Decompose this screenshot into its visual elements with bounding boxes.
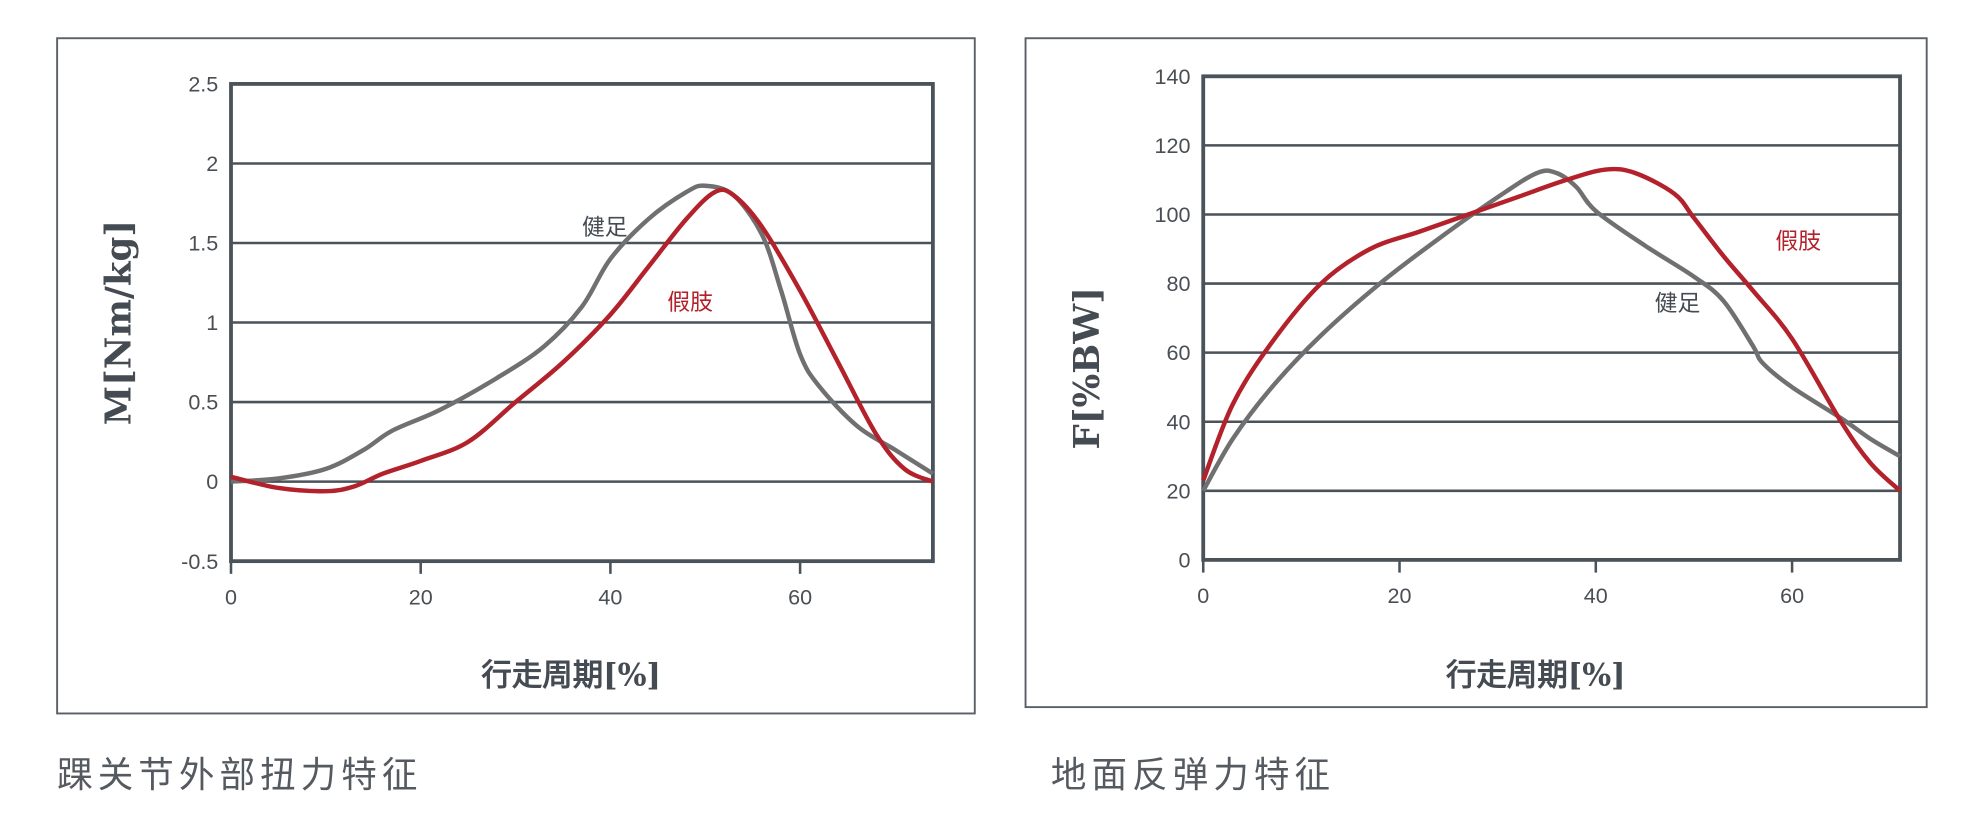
x-tick-label: 60 <box>1780 583 1804 608</box>
x-axis-title: 行走周期[%] <box>1445 658 1626 694</box>
y-tick-label: 140 <box>1155 64 1191 89</box>
plot-area <box>1201 74 1902 562</box>
series-label: 健足 <box>582 215 628 241</box>
y-tick-label: 20 <box>1167 478 1191 503</box>
y-tick-label: 60 <box>1167 340 1191 365</box>
plot-area <box>229 82 935 564</box>
y-axis-title: F[%BW] <box>1067 287 1108 449</box>
y-tick-label: 2.5 <box>188 72 218 97</box>
x-tick-label: 40 <box>598 584 622 609</box>
y-tick-label: 40 <box>1167 409 1191 434</box>
y-tick-label: 80 <box>1167 271 1191 296</box>
y-tick-label: 100 <box>1155 202 1191 227</box>
x-tick-label: 0 <box>1197 583 1209 608</box>
y-tick-label: 1.5 <box>188 231 218 256</box>
chart-caption: 踝关节外部扭力特征 <box>57 755 422 796</box>
y-axis-title: M[Nm/kg] <box>99 220 140 425</box>
series-label: 假肢 <box>667 290 713 316</box>
series-line-prosthesis <box>1201 166 1902 493</box>
chart-frame <box>1024 37 1928 709</box>
series-line-healthy <box>230 183 935 484</box>
chart-frame <box>56 37 976 715</box>
ground-reaction-force-chart: F[%BW] 行走周期[%] 地面反弹力特征 0 20 40 60 80 100 120 14… <box>1024 37 1928 796</box>
x-tick-label: 0 <box>225 584 237 609</box>
x-axis-title: 行走周期[%] <box>480 658 661 694</box>
y-tick-label: -0.5 <box>181 549 218 574</box>
x-tick-label: 60 <box>788 584 812 609</box>
y-tick-label: 2 <box>206 151 218 176</box>
y-tick-label: 0 <box>1179 548 1191 573</box>
y-tick-label: 120 <box>1155 133 1191 158</box>
y-tick-label: 1 <box>206 310 218 335</box>
ankle-torque-chart: M[Nm/kg] 行走周期[%] 踝关节外部扭力特征 -0.5 0 0.5 1 1.5 2… <box>56 37 976 796</box>
x-tick-label: 20 <box>409 584 433 609</box>
y-tick-label: 0.5 <box>188 390 218 415</box>
x-tick-label: 20 <box>1388 583 1412 608</box>
series-label: 假肢 <box>1775 229 1821 255</box>
chart-caption: 地面反弹力特征 <box>1051 755 1335 796</box>
series-line-healthy <box>1201 168 1902 492</box>
series-line-prosthesis <box>230 187 934 494</box>
y-tick-label: 0 <box>206 469 218 494</box>
x-tick-label: 40 <box>1584 583 1608 608</box>
series-label: 健足 <box>1655 291 1701 317</box>
